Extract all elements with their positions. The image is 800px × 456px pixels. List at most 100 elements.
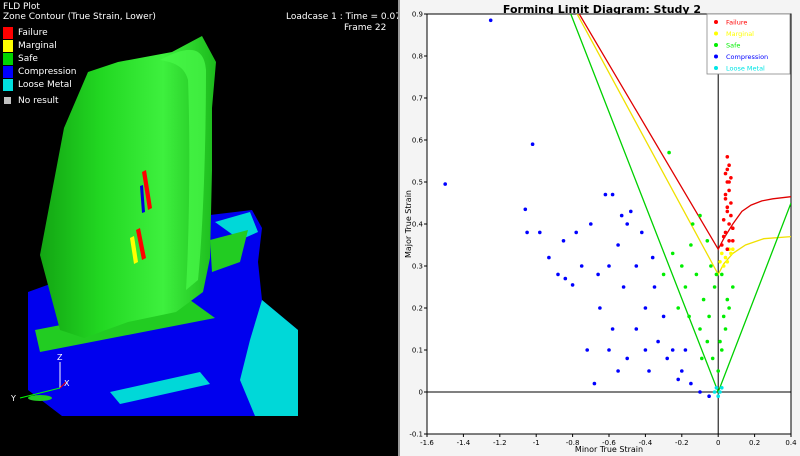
data-point	[621, 285, 626, 289]
data-point	[712, 390, 717, 394]
data-point	[725, 205, 730, 209]
data-point	[723, 192, 728, 197]
data-point	[643, 306, 648, 310]
data-point	[731, 285, 735, 289]
data-point	[656, 339, 660, 344]
data-point	[721, 314, 726, 319]
data-point	[725, 167, 730, 172]
data-point	[525, 230, 529, 235]
data-point	[596, 272, 600, 277]
data-point	[710, 356, 715, 361]
data-point	[716, 394, 720, 399]
legend-label: Compression	[18, 67, 77, 77]
data-point	[727, 306, 731, 310]
data-point	[488, 18, 493, 23]
legend-label: No result	[18, 96, 59, 106]
chart-legend-box	[706, 13, 791, 75]
y-tick-label: 0.2	[412, 305, 423, 313]
data-point	[607, 348, 611, 352]
limit-curve-flc	[578, 14, 791, 251]
series-safe	[661, 150, 735, 373]
part-contour-model[interactable]: Z X Y	[0, 0, 398, 456]
data-point	[634, 327, 639, 331]
chart-legend-label: Compression	[726, 53, 768, 61]
data-point	[603, 192, 608, 197]
data-point	[723, 327, 728, 331]
data-point	[610, 327, 615, 331]
x-tick-label: -1.2	[493, 439, 507, 447]
series-loose-metal	[712, 386, 724, 399]
data-point	[670, 251, 675, 256]
fld-viewport[interactable]: Z X Y FLD Plot Zone Contour (True Strain…	[0, 0, 398, 456]
data-point	[661, 272, 666, 277]
data-point	[570, 283, 575, 287]
data-point	[585, 348, 589, 352]
data-point	[720, 243, 724, 247]
legend-swatch	[3, 66, 13, 78]
data-point	[610, 192, 615, 197]
data-point	[723, 197, 728, 201]
data-point	[687, 314, 691, 319]
y-tick-label: 0.7	[412, 95, 423, 103]
data-point	[640, 230, 644, 235]
y-tick-label: 0.5	[412, 179, 423, 187]
data-point	[680, 369, 684, 373]
data-point	[701, 297, 706, 302]
data-point	[556, 272, 560, 277]
data-point	[725, 155, 730, 159]
data-point	[694, 272, 699, 277]
contour-title: Zone Contour (True Strain, Lower)	[3, 12, 156, 22]
data-point	[650, 255, 655, 260]
data-point	[579, 264, 584, 268]
chart-legend-marker	[714, 66, 718, 70]
data-point	[707, 314, 711, 319]
data-point	[721, 218, 726, 222]
data-point	[629, 209, 633, 214]
x-tick-label: -0.2	[675, 439, 689, 447]
loadcase-text: Loadcase 1 : Time = 0.074000	[286, 12, 398, 22]
axis-z-label: Z	[57, 353, 63, 362]
x-tick-label: -0.6	[602, 439, 616, 447]
frame-text: Frame 22	[344, 23, 387, 33]
data-point	[661, 314, 666, 319]
data-point	[690, 222, 695, 226]
data-point	[725, 297, 730, 302]
data-point	[561, 239, 566, 243]
data-point	[598, 306, 602, 310]
triad-marker	[28, 395, 52, 401]
y-tick-label: 0.6	[412, 137, 424, 145]
y-tick-label: 0.4	[412, 221, 424, 229]
plot-area	[426, 13, 792, 435]
legend-swatch	[3, 40, 13, 52]
y-tick-label: 0.1	[412, 347, 423, 355]
legend-swatch	[4, 97, 11, 104]
y-tick-label: 0	[419, 389, 423, 397]
fld-chart-panel: Forming Limit Diagram: Study 2 -1.6 -1.4 -…	[400, 0, 800, 456]
panel-divider[interactable]	[398, 0, 400, 456]
y-tick-label: 0.9	[412, 11, 423, 19]
data-point	[723, 230, 728, 235]
data-point	[667, 150, 671, 155]
failure-streak-1	[142, 170, 152, 210]
compression-streak	[140, 185, 145, 213]
data-point	[718, 339, 722, 344]
axis-x-line	[59, 381, 67, 389]
failure-streak-2	[136, 228, 146, 260]
loose-metal-zone-bottom	[110, 372, 210, 404]
data-point	[721, 234, 726, 239]
marginal-streak	[130, 236, 138, 264]
data-point	[705, 239, 710, 243]
x-tick-label: -1.6	[420, 439, 434, 447]
chart-legend-label: Failure	[726, 19, 747, 27]
data-point	[680, 264, 684, 268]
y-tick-label: 0.3	[412, 263, 423, 271]
y-tick-label: 0.8	[412, 53, 423, 61]
data-point	[718, 390, 722, 394]
data-point	[721, 264, 726, 268]
data-point	[683, 348, 688, 352]
data-point	[698, 327, 702, 331]
data-point	[647, 369, 651, 373]
data-point	[607, 264, 611, 268]
data-point	[625, 222, 629, 226]
data-point	[676, 306, 680, 310]
